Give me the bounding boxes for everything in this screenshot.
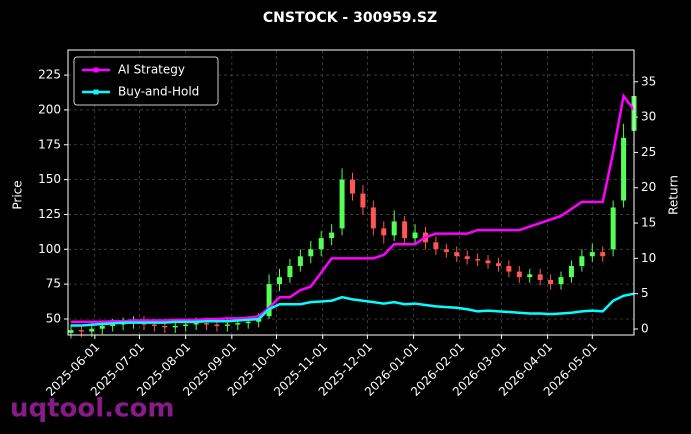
candle-body — [621, 137, 627, 201]
y2-tick-label: 35 — [641, 74, 656, 88]
candle-body — [183, 324, 189, 326]
candle-body — [558, 277, 564, 285]
watermark: uqtool.com — [10, 394, 174, 424]
y2-tick-label: 25 — [641, 145, 656, 159]
y2-tick-label: 10 — [641, 251, 656, 265]
candle-body — [89, 328, 95, 332]
return-line — [70, 92, 636, 324]
candle-body — [256, 318, 262, 322]
candle-body — [224, 324, 230, 326]
candle-body — [381, 228, 387, 236]
y-tick-label: 175 — [38, 137, 61, 151]
chart-title: CNSTOCK - 300959.SZ — [263, 10, 437, 26]
candle-body — [360, 193, 366, 208]
y2-tick-label: 0 — [641, 321, 649, 335]
candle-body — [297, 256, 303, 267]
legend-marker — [93, 67, 99, 73]
candle-body — [339, 179, 345, 229]
candle-body — [589, 252, 595, 257]
legend-marker — [93, 89, 99, 95]
y2-axis-label: Return — [667, 175, 681, 215]
y2-tick-label: 20 — [641, 180, 656, 194]
candle-body — [537, 274, 543, 280]
candle-body — [151, 324, 157, 326]
candle-body — [99, 325, 105, 329]
return-line — [70, 292, 635, 327]
candle-body — [318, 238, 324, 250]
y-tick-label: 225 — [38, 68, 61, 82]
candle-body — [610, 207, 616, 250]
plot-frame — [67, 49, 635, 336]
candle-body — [391, 221, 397, 236]
y2-tick-label: 30 — [641, 110, 656, 124]
candle-body — [568, 266, 574, 278]
candle-body — [548, 279, 554, 285]
candle-body — [516, 271, 522, 278]
candle-body — [506, 266, 512, 272]
candle-body — [495, 263, 501, 267]
candle-body — [245, 321, 251, 324]
candle-body — [172, 325, 178, 328]
candle-body — [68, 330, 74, 333]
candle-body — [579, 256, 585, 267]
candle-body — [527, 274, 533, 278]
candle-body — [204, 323, 210, 325]
candle-body — [287, 266, 293, 278]
candle-body — [78, 330, 84, 332]
candle-body — [475, 259, 481, 261]
candle-body — [464, 256, 470, 260]
candle-body — [349, 179, 355, 194]
y2-tick-label: 5 — [641, 286, 649, 300]
y-tick-label: 50 — [46, 311, 61, 325]
y-tick-label: 125 — [38, 207, 61, 221]
candle-body — [235, 323, 241, 325]
candle-body — [193, 323, 199, 325]
y-tick-label: 75 — [46, 277, 61, 291]
candle-body — [162, 325, 168, 328]
candle-body — [454, 252, 460, 257]
candle-body — [277, 277, 283, 285]
candle-body — [402, 221, 408, 239]
y-tick-label: 150 — [38, 172, 61, 186]
y2-tick-label: 15 — [641, 216, 656, 230]
candle-body — [412, 232, 418, 239]
candle-body — [329, 232, 335, 239]
y-tick-label: 200 — [38, 102, 61, 116]
legend-label: Buy-and-Hold — [118, 85, 199, 99]
candle-body — [110, 324, 116, 326]
legend-label: AI Strategy — [118, 63, 185, 77]
candle-body — [433, 242, 439, 250]
candle-body — [370, 207, 376, 229]
candle-body — [600, 252, 606, 257]
y-tick-label: 100 — [38, 242, 61, 256]
candle-body — [485, 260, 491, 264]
candle-body — [308, 249, 314, 257]
candle-body — [214, 324, 220, 326]
candle-body — [443, 249, 449, 253]
candle-body — [266, 284, 272, 317]
y-axis-label: Price — [11, 180, 25, 209]
